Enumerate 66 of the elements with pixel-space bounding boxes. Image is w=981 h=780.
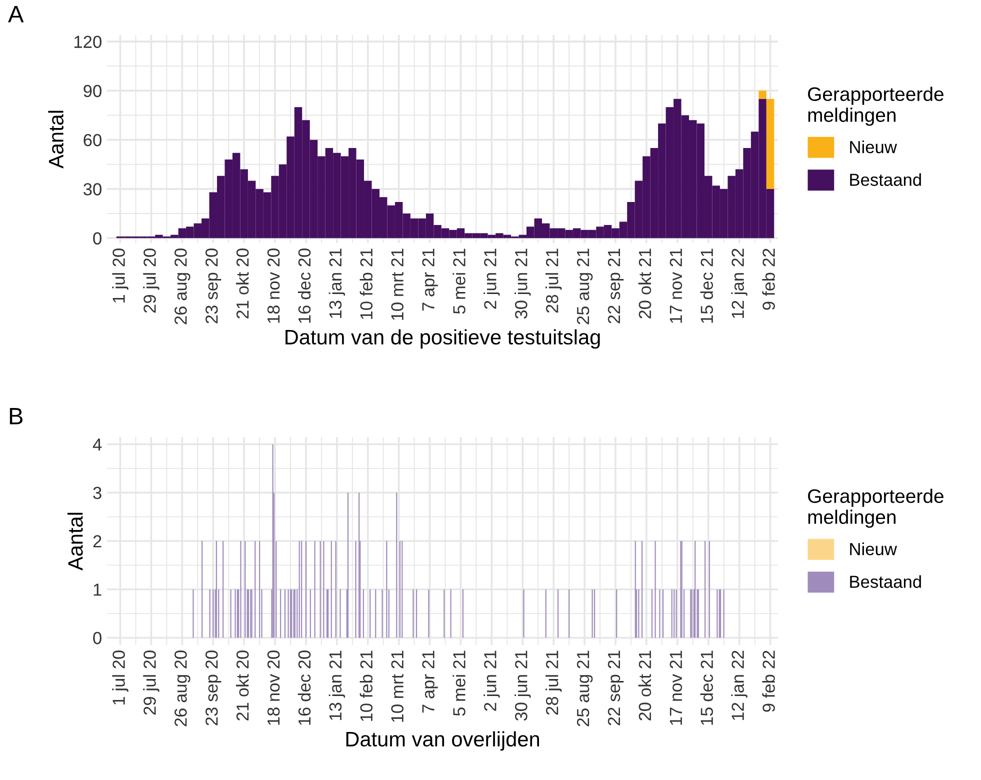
x-tick-label: 17 nov 21 [670, 650, 682, 725]
x-tick-label: 18 nov 20 [267, 650, 280, 725]
y-tick-label: 30 [83, 183, 102, 196]
x-tick-label: 30 jun 21 [514, 650, 531, 721]
text: B [10, 408, 22, 424]
legend-label: Nieuw [850, 542, 897, 556]
y-tick-label: 60 [84, 134, 102, 146]
x-tick-label: 2 jun 21 [484, 650, 500, 711]
legend-label: Bestaand [850, 575, 921, 588]
y-tick-label: 0 [93, 232, 102, 245]
y-tick-label: 90 [84, 84, 102, 98]
x-tick-label: 10 feb 21 [360, 248, 373, 319]
y-tick-label: 1 [94, 584, 102, 596]
x-tick-label: 10 feb 21 [360, 650, 373, 721]
x-tick-label: 29 jul 20 [143, 650, 160, 715]
x-tick-label: 18 nov 20 [267, 248, 280, 323]
x-tick-label: 28 jul 21 [546, 650, 562, 715]
text: A [8, 6, 24, 22]
x-tick-label: 30 jun 21 [514, 248, 531, 319]
x-tick-label: 28 jul 21 [546, 248, 562, 313]
x-axis-title: Datum van overlijden [346, 731, 540, 751]
x-tick-label: 26 aug 20 [174, 248, 190, 324]
x-tick-label: 16 dec 20 [298, 650, 311, 725]
x-tick-label: 20 okt 21 [638, 248, 652, 318]
y-tick-label: 2 [93, 535, 102, 548]
x-tick-label: 7 apr 21 [422, 248, 438, 311]
legend-title: Gerapporteerde meldingen [808, 86, 944, 126]
x-tick-label: 15 dec 21 [700, 650, 714, 725]
x-tick-label: 10 mrt 21 [391, 248, 404, 320]
legend-label: Nieuw [850, 140, 897, 154]
x-tick-label: 5 mei 21 [452, 248, 466, 314]
x-tick-label: 13 jan 21 [328, 650, 346, 720]
x-tick-label: 23 sep 20 [205, 650, 222, 726]
y-tick-label: 3 [93, 486, 102, 500]
x-tick-label: 25 aug 21 [576, 248, 593, 324]
x-tick-label: 20 okt 21 [638, 650, 652, 720]
y-tick-label: 4 [92, 438, 102, 451]
x-tick-label: 9 feb 22 [762, 650, 775, 712]
x-tick-label: 21 okt 20 [236, 650, 249, 720]
x-tick-label: 29 jul 20 [143, 248, 160, 313]
x-tick-label: 16 dec 20 [298, 248, 311, 323]
x-tick-label: 21 okt 20 [236, 248, 249, 318]
x-tick-label: 25 aug 21 [576, 650, 593, 726]
x-tick-label: 22 sep 21 [608, 650, 624, 726]
x-tick-label: 7 apr 21 [422, 650, 438, 713]
y-tick-label: 120 [74, 36, 102, 48]
x-tick-label: 12 jan 22 [731, 650, 748, 720]
x-tick-label: 12 jan 22 [731, 248, 748, 318]
x-tick-label: 26 aug 20 [174, 650, 190, 726]
y-axis-title: Aantal [48, 110, 64, 168]
x-tick-label: 13 jan 21 [328, 248, 346, 318]
x-tick-label: 1 jul 20 [112, 650, 128, 705]
x-tick-label: 17 nov 21 [670, 248, 682, 323]
x-tick-label: 5 mei 21 [452, 650, 466, 716]
x-tick-label: 2 jun 21 [484, 248, 500, 309]
legend-title: Gerapporteerde meldingen [808, 488, 944, 528]
x-tick-label: 10 mrt 21 [391, 650, 404, 722]
legend-label: Bestaand [850, 173, 921, 186]
x-tick-label: 23 sep 20 [205, 248, 222, 324]
y-tick-label: 0 [93, 632, 102, 644]
x-axis-title: Datum van de positieve testuitslag [286, 329, 600, 349]
x-tick-label: 1 jul 20 [112, 248, 128, 303]
x-tick-label: 9 feb 22 [762, 248, 775, 310]
x-tick-label: 15 dec 21 [700, 248, 714, 323]
x-tick-label: 22 sep 21 [608, 248, 624, 324]
y-axis-title: Aantal [68, 512, 83, 570]
